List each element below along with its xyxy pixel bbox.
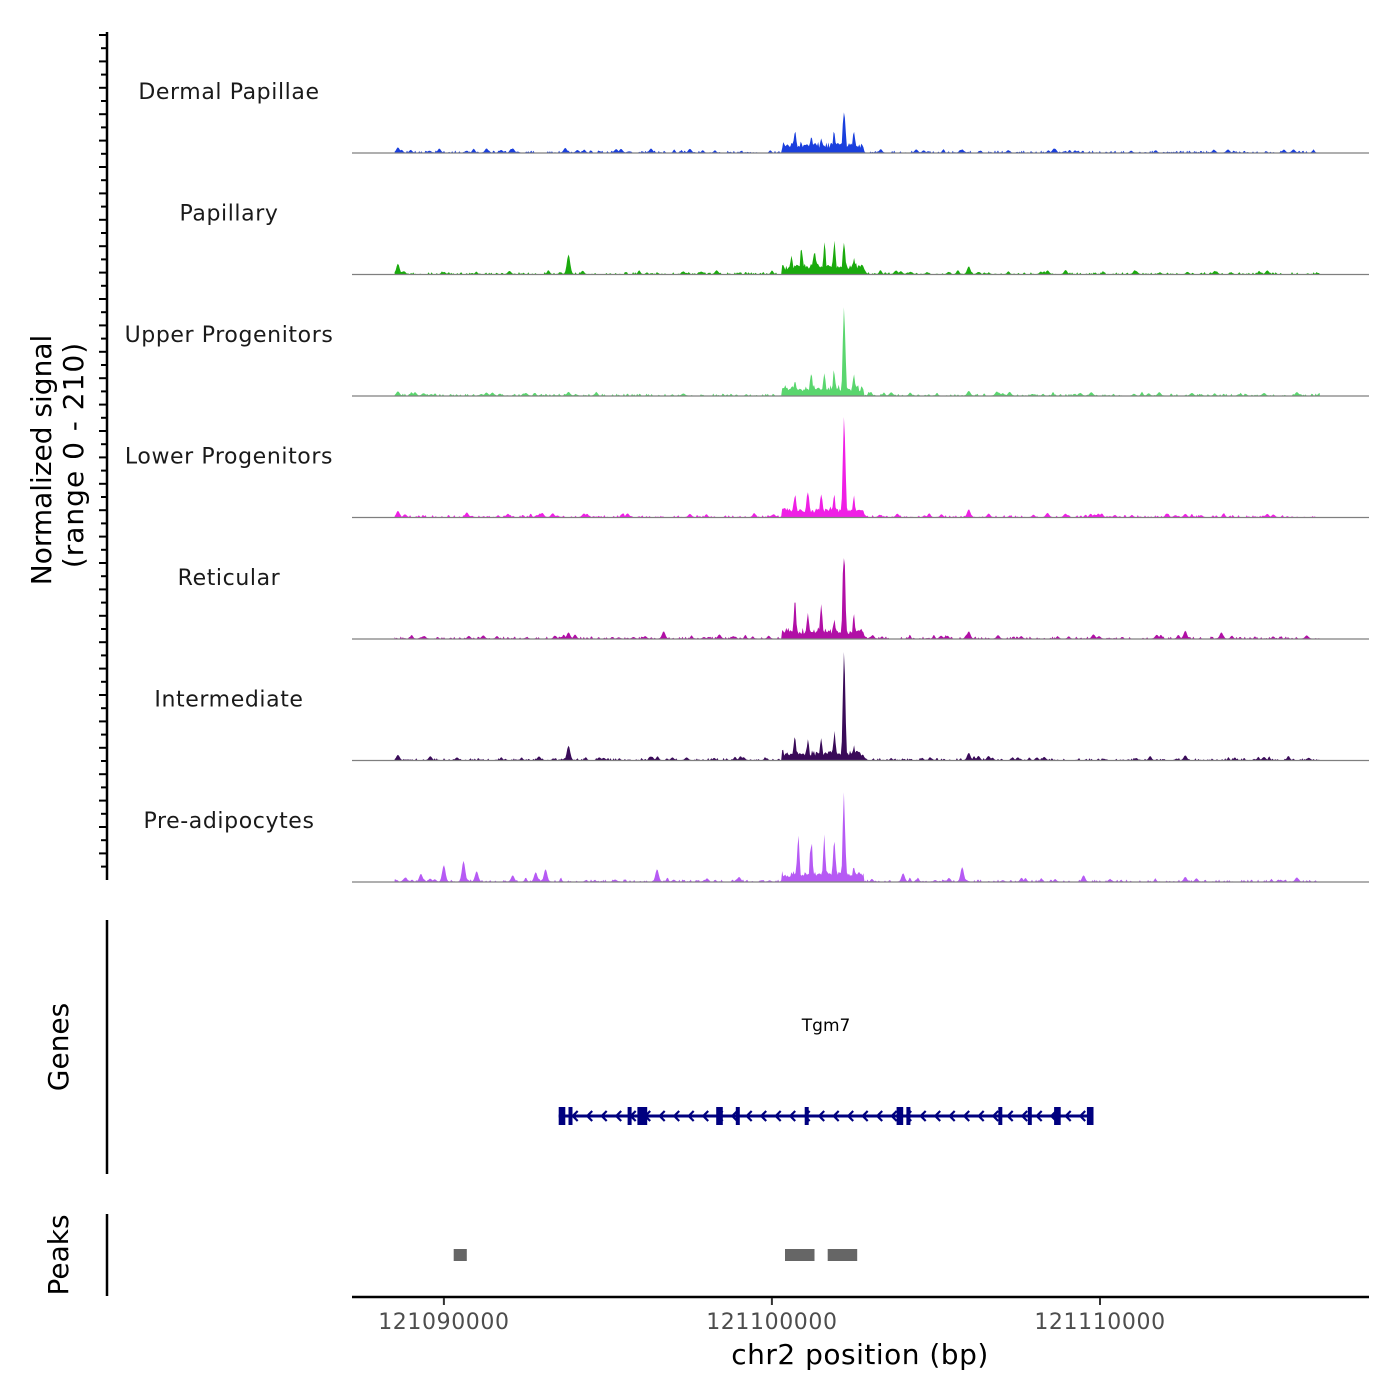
strand-arrow	[1020, 1110, 1028, 1122]
strand-arrow	[1078, 1110, 1086, 1122]
strand-arrow	[730, 1110, 738, 1122]
peak-region-1	[785, 1249, 815, 1261]
strand-arrow	[1006, 1110, 1014, 1122]
gene-exon	[804, 1107, 809, 1125]
strand-arrow	[600, 1110, 608, 1122]
strand-arrow	[672, 1110, 680, 1122]
x-tick-label: 121090000	[378, 1310, 509, 1335]
peaks-panel: Peaks	[42, 1214, 858, 1296]
peak-regions	[453, 1249, 858, 1261]
gene-exon	[998, 1107, 1003, 1125]
gene-exon	[1086, 1107, 1094, 1125]
strand-arrow	[904, 1110, 912, 1122]
x-tick-label: 121100000	[706, 1310, 837, 1335]
strand-arrow	[629, 1110, 637, 1122]
track-area-3	[394, 417, 1320, 517]
strand-arrow	[1049, 1110, 1057, 1122]
strand-arrow	[716, 1110, 724, 1122]
strand-arrow	[817, 1110, 825, 1122]
peak-region-2	[827, 1249, 858, 1261]
track-4: Reticular	[178, 558, 1369, 640]
x-axis-label: chr2 position (bp)	[731, 1338, 989, 1371]
track-3: Lower Progenitors	[125, 417, 1369, 519]
track-0: Dermal Papillae	[138, 80, 1369, 154]
gene-exon	[637, 1107, 648, 1125]
track-area-2	[394, 307, 1320, 396]
strand-arrow	[687, 1110, 695, 1122]
gene-exon	[1027, 1107, 1032, 1125]
x-axis-ticks: 121090000 121100000 121110000	[378, 1298, 1165, 1335]
track-5: Intermediate	[154, 652, 1369, 762]
strand-arrow	[571, 1110, 579, 1122]
track-label-3: Lower Progenitors	[125, 445, 333, 470]
gene-models: Tgm7	[558, 1016, 1094, 1125]
strand-arrow	[803, 1110, 811, 1122]
x-tick-label: 121110000	[1034, 1310, 1165, 1335]
gene-exon	[1054, 1107, 1061, 1125]
strand-arrow	[643, 1110, 651, 1122]
track-label-6: Pre-adipocytes	[143, 809, 314, 834]
strand-arrow	[1035, 1110, 1043, 1122]
track-label-0: Dermal Papillae	[138, 80, 319, 105]
gene-exon	[716, 1107, 723, 1125]
coverage-y-ticks	[99, 34, 107, 868]
strand-arrow	[890, 1110, 898, 1122]
strand-arrow	[919, 1110, 927, 1122]
track-label-2: Upper Progenitors	[125, 323, 334, 348]
track-2: Upper Progenitors	[125, 307, 1369, 397]
strand-arrow	[759, 1110, 767, 1122]
track-6: Pre-adipocytes	[143, 792, 1369, 883]
strand-arrow	[745, 1110, 753, 1122]
strand-arrow	[832, 1110, 840, 1122]
track-area-5	[394, 652, 1320, 760]
strand-arrow	[658, 1110, 666, 1122]
gene-exon	[735, 1107, 740, 1125]
genes-track-label: Genes	[42, 1003, 75, 1091]
track-area-6	[394, 792, 1320, 882]
track-label-5: Intermediate	[154, 688, 303, 713]
coverage-y-label-line2: (range 0 - 210)	[57, 342, 90, 568]
strand-arrow	[788, 1110, 796, 1122]
gene-exon	[906, 1107, 911, 1125]
peak-region-0	[453, 1249, 467, 1261]
x-axis: 121090000 121100000 121110000 chr2 positio…	[352, 1295, 1369, 1371]
gene-label: Tgm7	[801, 1016, 851, 1036]
strand-arrow	[585, 1110, 593, 1122]
gene-exon	[896, 1107, 904, 1125]
gene-Tgm7: Tgm7	[558, 1016, 1094, 1125]
gene-exon	[568, 1107, 573, 1125]
strand-arrow	[1064, 1110, 1072, 1122]
peaks-track-label: Peaks	[42, 1214, 75, 1295]
strand-arrow	[774, 1110, 782, 1122]
coverage-panel: Dermal Papillae Papillary Upper Progenitor…	[25, 32, 1369, 883]
track-area-1	[394, 240, 1320, 274]
coverage-y-label-line1: Normalized signal	[25, 335, 58, 586]
gene-exon	[558, 1107, 566, 1125]
track-1: Papillary	[179, 202, 1369, 276]
strand-arrow	[861, 1110, 869, 1122]
track-area-0	[394, 112, 1320, 153]
track-label-1: Papillary	[179, 202, 278, 227]
strand-arrow	[977, 1110, 985, 1122]
strand-arrow	[933, 1110, 941, 1122]
strand-arrow	[614, 1110, 622, 1122]
strand-arrow	[962, 1110, 970, 1122]
strand-arrow	[875, 1110, 883, 1122]
strand-arrow	[991, 1110, 999, 1122]
track-label-4: Reticular	[178, 566, 281, 591]
coverage-tracks: Dermal Papillae Papillary Upper Progenitor…	[125, 80, 1369, 883]
track-area-4	[394, 558, 1320, 639]
strand-arrow	[701, 1110, 709, 1122]
strand-arrow	[948, 1110, 956, 1122]
genes-panel: Genes Tgm7	[42, 920, 1094, 1174]
strand-arrow	[846, 1110, 854, 1122]
